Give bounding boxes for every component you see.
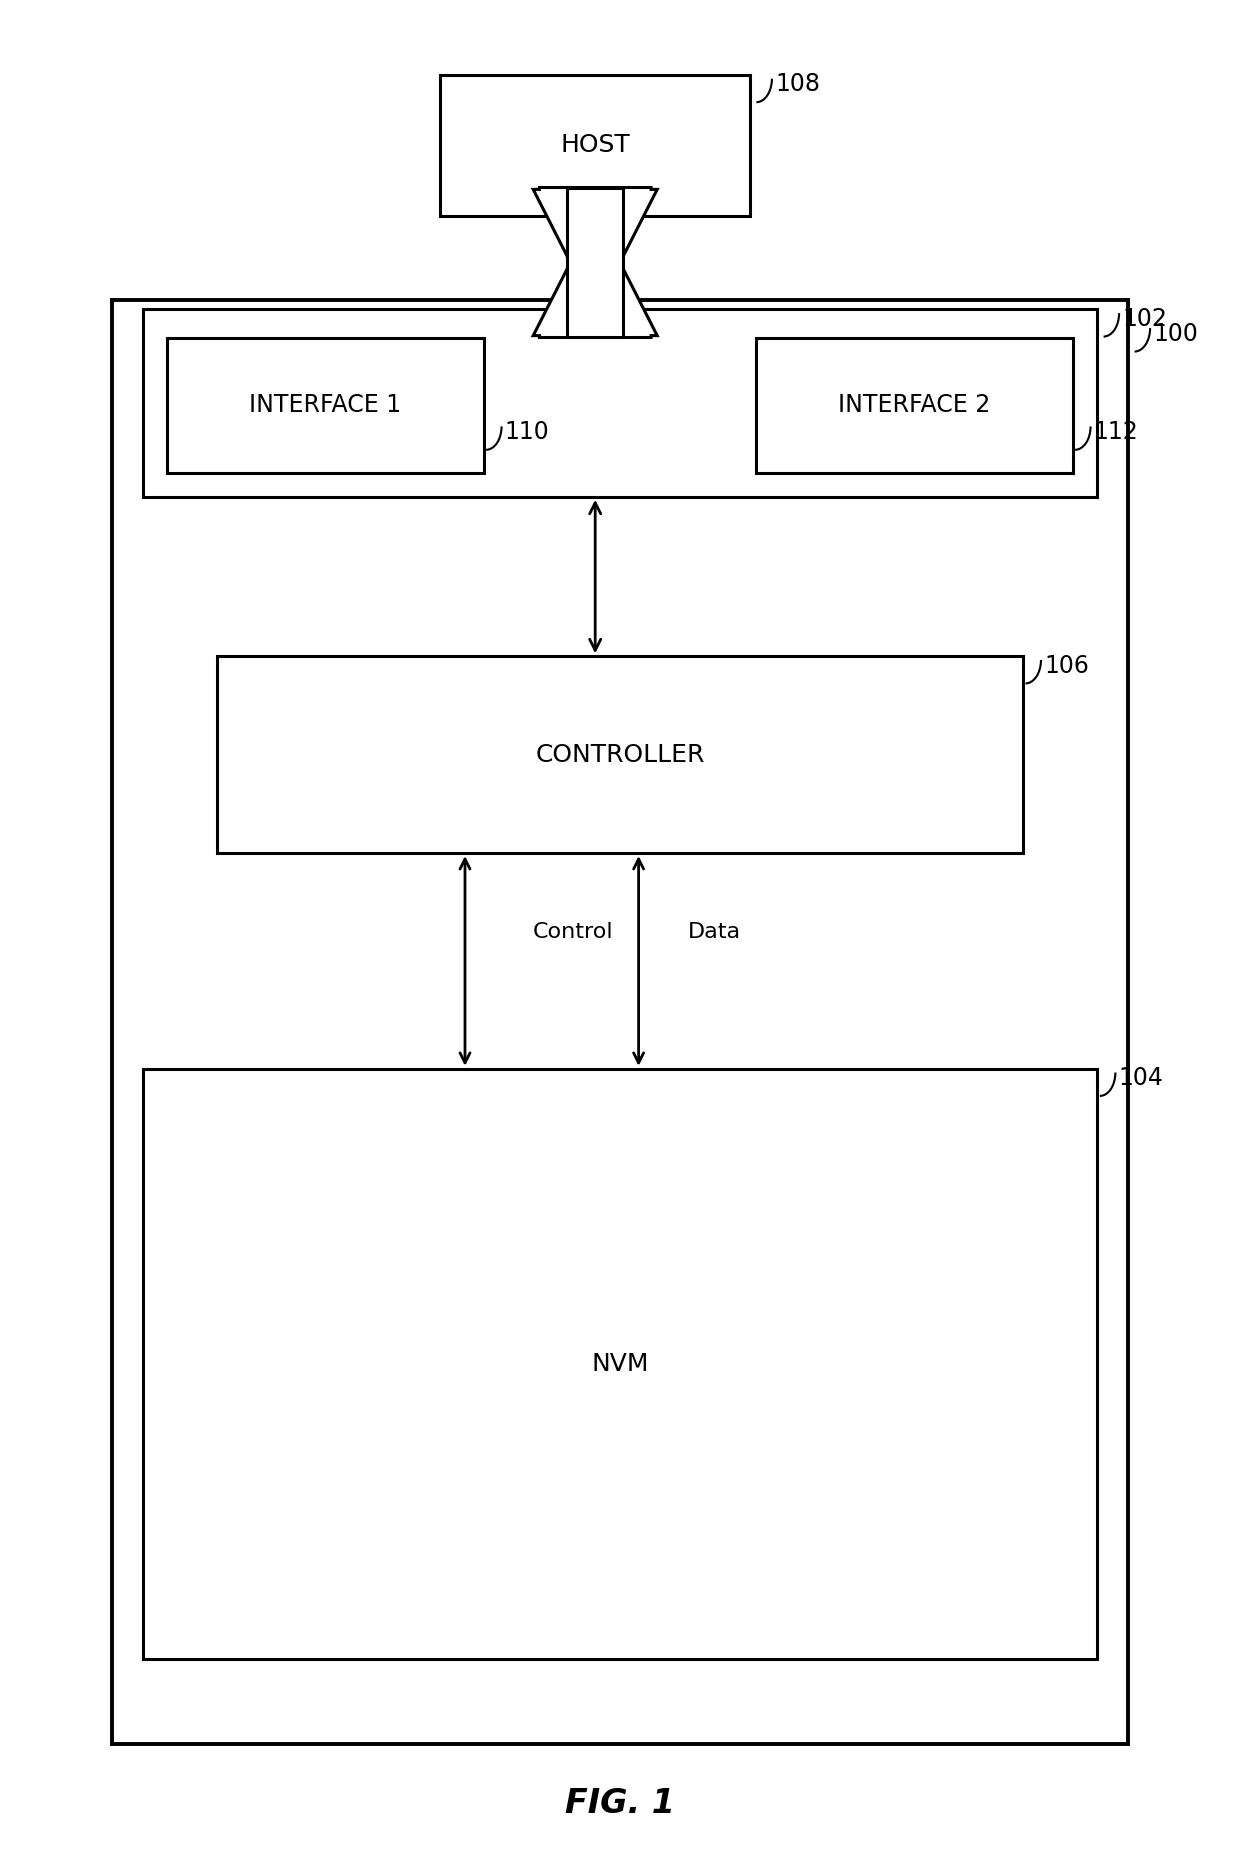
- Bar: [440, 75, 750, 216]
- Text: 102: 102: [1122, 308, 1167, 330]
- FancyArrow shape: [533, 214, 657, 338]
- Text: 108: 108: [775, 73, 820, 96]
- FancyArrow shape: [533, 188, 657, 311]
- Bar: [167, 338, 484, 472]
- Bar: [567, 188, 622, 338]
- Text: 100: 100: [1153, 322, 1198, 345]
- Text: INTERFACE 2: INTERFACE 2: [838, 394, 991, 416]
- Text: 104: 104: [1118, 1067, 1163, 1089]
- Bar: [112, 300, 1128, 1744]
- Text: 110: 110: [505, 420, 549, 444]
- Text: FIG. 1: FIG. 1: [565, 1787, 675, 1821]
- Text: NVM: NVM: [591, 1352, 649, 1376]
- Text: Control: Control: [533, 922, 614, 941]
- Text: Data: Data: [688, 922, 742, 941]
- Text: 112: 112: [1094, 420, 1138, 444]
- Bar: [756, 338, 1073, 472]
- Bar: [143, 1069, 1097, 1659]
- Bar: [217, 656, 1023, 853]
- Text: 106: 106: [1044, 654, 1089, 677]
- Text: INTERFACE 1: INTERFACE 1: [249, 394, 402, 416]
- Text: CONTROLLER: CONTROLLER: [536, 742, 704, 767]
- Bar: [143, 309, 1097, 497]
- Text: HOST: HOST: [560, 133, 630, 158]
